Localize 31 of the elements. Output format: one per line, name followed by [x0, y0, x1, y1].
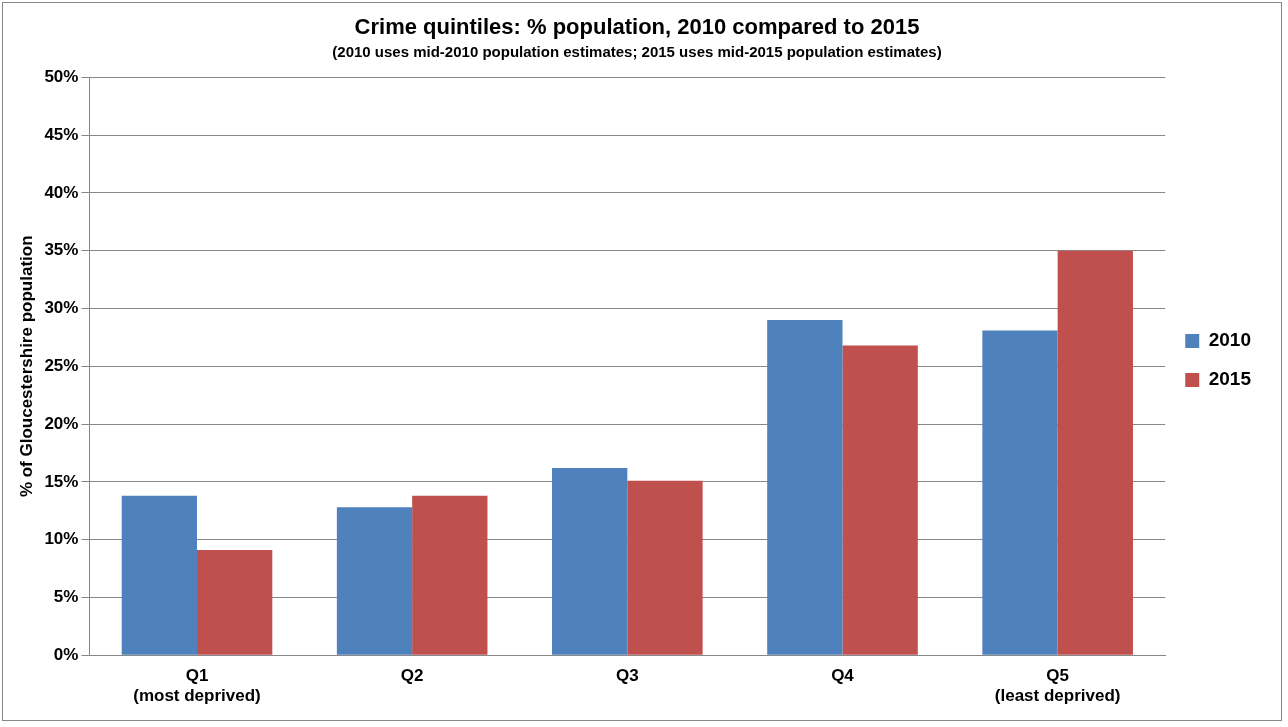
x-tick-label: Q4	[831, 666, 855, 686]
y-axis-title: % of Gloucestershire population	[16, 235, 36, 498]
x-tick-label: Q1 (most deprived)	[133, 666, 261, 706]
chart-title: Crime quintiles: % population, 2010 compared to 2015	[354, 14, 920, 40]
y-tick-label: 10%	[44, 529, 79, 549]
y-tick-label: 5%	[53, 587, 79, 607]
bar	[982, 330, 1058, 655]
y-tick-label: 20%	[44, 413, 79, 433]
y-tick-label: 40%	[44, 182, 79, 202]
bar	[1057, 250, 1133, 655]
chart-subtitle: (2010 uses mid-2010 population estimates; 2015 uses mid-2015 population estimates)	[332, 42, 942, 60]
y-tick-label: 15%	[44, 471, 79, 491]
y-tick-label: 30%	[44, 298, 79, 318]
bar	[197, 550, 273, 655]
legend-label: 2015	[1208, 368, 1252, 390]
y-tick-label: 45%	[44, 124, 79, 144]
x-tick-label: Q5 (least deprived)	[994, 666, 1121, 706]
bar	[627, 480, 703, 655]
x-tick-label: Q3	[615, 666, 639, 686]
y-tick-label: 35%	[44, 240, 79, 260]
y-tick-label: 50%	[44, 67, 79, 87]
bar	[767, 320, 843, 655]
bar	[336, 507, 413, 655]
bar	[842, 345, 918, 655]
x-tick-label: Q2	[400, 666, 424, 686]
bar	[121, 495, 198, 655]
y-tick-label: 0%	[53, 644, 79, 664]
legend-label: 2010	[1208, 329, 1252, 351]
bar	[412, 495, 488, 655]
y-tick-label: 25%	[44, 355, 79, 375]
bar	[552, 467, 628, 655]
